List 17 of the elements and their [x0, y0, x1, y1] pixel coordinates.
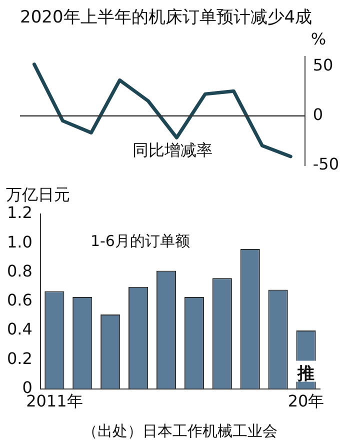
y-tick-label: 1.0: [6, 232, 32, 252]
y-tick-label: 50: [312, 55, 334, 74]
y-tick-label: 0: [312, 105, 324, 124]
y-axis-title: %: [310, 29, 326, 48]
y-tick-label: 0.8: [6, 261, 32, 280]
y-tick-label: 0.6: [6, 290, 32, 310]
y-tick-label: -50: [312, 154, 340, 174]
x-tick-label: 20年: [288, 392, 324, 411]
annotation: 1-6月的订单额: [90, 232, 190, 250]
y-tick-label: 0.4: [6, 320, 32, 339]
annotation: 同比增减率: [132, 140, 212, 160]
y-tick-label: 1.2: [6, 203, 32, 222]
chart-title: 2020年上半年的机床订单预计减少4成: [20, 8, 312, 28]
y-axis-title: 万亿日元: [6, 185, 70, 204]
text: （出处）日本工作机械工业会: [82, 422, 278, 440]
annotation: 推: [296, 364, 315, 384]
y-tick-label: 0.2: [6, 348, 32, 368]
